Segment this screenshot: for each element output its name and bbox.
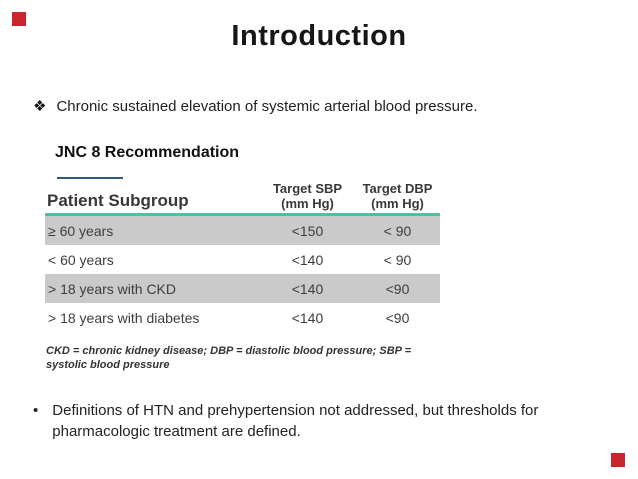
- section-heading: JNC 8 Recommendation: [55, 144, 240, 161]
- table-header-row: Patient Subgroup Target SBP (mm Hg) Targ…: [45, 175, 440, 216]
- intro-bullet-text: Chronic sustained elevation of systemic …: [56, 98, 478, 115]
- column-header-label: Target DBP: [362, 181, 433, 196]
- jnc8-table: Patient Subgroup Target SBP (mm Hg) Targ…: [45, 175, 440, 332]
- column-header-label: Patient Subgroup: [47, 191, 189, 210]
- table-cell-sbp: <140: [291, 251, 324, 268]
- table-row: > 18 years with diabetes <140 <90: [45, 303, 440, 332]
- red-square-decoration-bottom-right: [611, 453, 625, 467]
- column-header-patient-subgroup: Patient Subgroup: [45, 191, 260, 213]
- column-header-target-sbp: Target SBP (mm Hg): [260, 181, 355, 213]
- table-cell-sbp: <140: [291, 309, 324, 326]
- page-title: Introduction: [231, 20, 407, 52]
- table-cell-subgroup: < 60 years: [48, 251, 114, 268]
- column-header-label: Target SBP: [272, 181, 343, 196]
- table-cell-sbp: <140: [291, 280, 324, 297]
- closing-bullet-text: Definitions of HTN and prehypertension n…: [52, 402, 539, 440]
- table-cell-subgroup: > 18 years with diabetes: [48, 309, 200, 326]
- heading-underline: [57, 177, 123, 179]
- closing-bullet: • Definitions of HTN and prehypertension…: [33, 400, 589, 442]
- table-row: > 18 years with CKD <140 <90: [45, 274, 440, 303]
- diamond-bullet-icon: ❖: [33, 98, 47, 115]
- table-cell-sbp: <150: [291, 222, 324, 239]
- red-square-decoration-top-left: [12, 12, 26, 26]
- table-row: ≥ 60 years <150 < 90: [45, 216, 440, 245]
- table-cell-dbp: <90: [385, 280, 410, 297]
- dot-bullet-icon: •: [33, 402, 39, 419]
- table-cell-dbp: < 90: [383, 222, 412, 239]
- table-row: < 60 years <140 < 90: [45, 245, 440, 274]
- table-cell-dbp: <90: [385, 309, 410, 326]
- column-header-unit: (mm Hg): [281, 196, 334, 211]
- column-header-target-dbp: Target DBP (mm Hg): [355, 181, 440, 213]
- table-cell-dbp: < 90: [383, 251, 412, 268]
- column-header-unit: (mm Hg): [371, 196, 424, 211]
- table-cell-subgroup: ≥ 60 years: [48, 222, 114, 239]
- table-footnote: CKD = chronic kidney disease; DBP = dias…: [46, 345, 412, 371]
- table-cell-subgroup: > 18 years with CKD: [48, 280, 176, 297]
- intro-bullet: ❖ Chronic sustained elevation of systemi…: [33, 97, 613, 117]
